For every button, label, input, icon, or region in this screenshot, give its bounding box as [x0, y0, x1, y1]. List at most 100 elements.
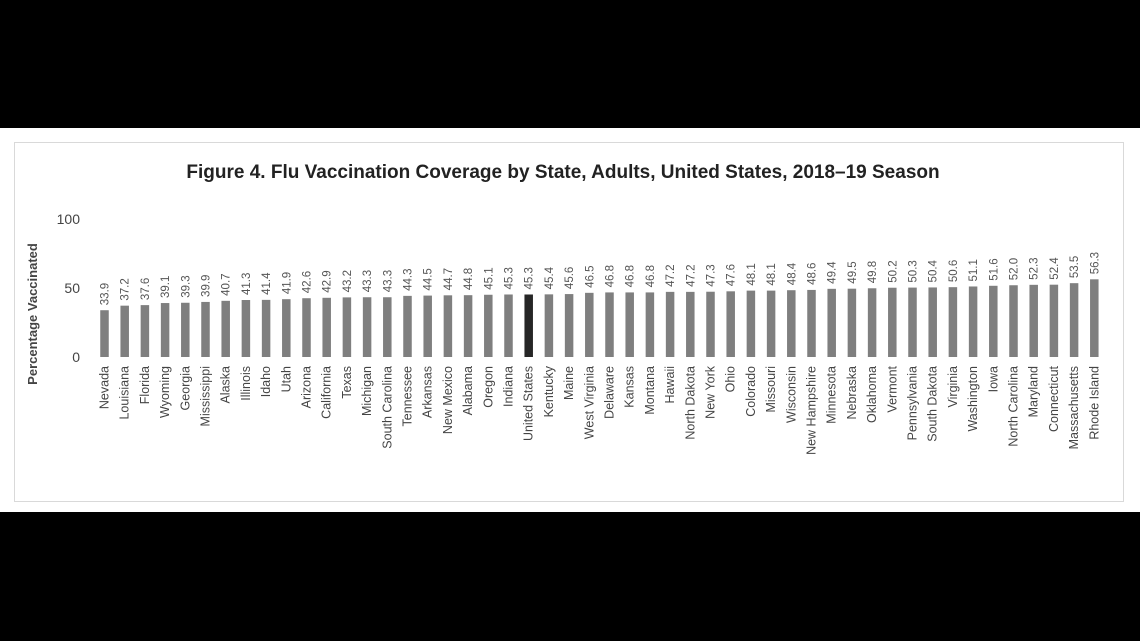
data-label: 41.9 — [281, 272, 293, 294]
data-label: 41.4 — [261, 272, 273, 295]
data-label: 39.3 — [180, 275, 192, 297]
data-label: 50.2 — [887, 260, 899, 282]
x-tick-label: Oregon — [481, 366, 495, 408]
bar — [524, 294, 533, 357]
bar — [847, 288, 857, 357]
data-label: 39.9 — [201, 275, 213, 297]
data-label: 47.2 — [665, 264, 677, 286]
data-label: 37.2 — [120, 278, 132, 300]
data-label: 44.7 — [443, 268, 455, 290]
data-label: 40.7 — [221, 273, 233, 295]
bar — [120, 305, 129, 357]
x-tick-label: South Dakota — [926, 366, 940, 442]
data-label: 43.3 — [382, 270, 394, 292]
x-tick-label: Iowa — [986, 366, 1000, 392]
data-label: 46.8 — [605, 265, 617, 287]
bar — [766, 290, 776, 357]
x-tick-label: Georgia — [178, 366, 192, 411]
bar — [787, 290, 796, 357]
bar — [625, 292, 634, 357]
bar — [443, 295, 453, 357]
x-tick-label: Rhode Island — [1087, 366, 1101, 440]
data-label: 33.9 — [100, 283, 112, 305]
category-labels: Nevada Louisiana Florida Wyoming Georgia Miss… — [98, 365, 1102, 455]
data-label: 43.3 — [362, 270, 374, 292]
data-label: 45.6 — [564, 267, 576, 289]
data-label: 51.1 — [968, 259, 980, 281]
bar — [201, 301, 210, 357]
bar — [403, 295, 412, 357]
x-tick-label: Arkansas — [421, 366, 435, 418]
data-label: 49.8 — [867, 261, 879, 283]
bar — [1049, 284, 1059, 357]
x-tick-label: Oklahoma — [865, 366, 879, 423]
data-label: 47.2 — [685, 264, 697, 286]
x-tick-label: Nebraska — [845, 366, 859, 420]
x-tick-label: New Mexico — [441, 366, 455, 434]
data-label: 49.5 — [847, 261, 859, 283]
x-tick-label: Michigan — [360, 366, 374, 416]
x-tick-label: Colorado — [744, 366, 758, 417]
data-label: 50.3 — [908, 260, 920, 282]
bar — [423, 295, 432, 357]
x-tick-label: Tennessee — [401, 366, 415, 427]
data-label: 44.8 — [463, 268, 475, 290]
x-tick-label: Kansas — [623, 366, 637, 408]
chart-title: Figure 4. Flu Vaccination Coverage by St… — [186, 162, 939, 183]
data-label: 50.4 — [928, 259, 940, 282]
x-tick-label: Missouri — [764, 366, 778, 413]
x-tick-label: Alabama — [461, 366, 475, 415]
bar — [948, 287, 958, 357]
x-tick-label: Vermont — [885, 365, 899, 412]
data-label: 44.5 — [423, 268, 435, 290]
x-tick-label: Nevada — [98, 366, 112, 409]
data-label: 50.6 — [948, 260, 960, 282]
data-label: 47.6 — [726, 264, 738, 286]
y-tick-label: 100 — [57, 211, 81, 227]
x-tick-label: Kentucky — [542, 365, 556, 417]
x-tick-label: Ohio — [724, 366, 738, 392]
data-label: 48.1 — [766, 263, 778, 285]
bar — [1090, 279, 1099, 357]
bar — [221, 300, 230, 357]
x-tick-label: United States — [522, 366, 536, 441]
bar — [100, 310, 109, 357]
x-tick-label: Arizona — [300, 366, 314, 408]
x-tick-label: South Carolina — [380, 366, 394, 449]
bar — [827, 288, 836, 357]
data-label: 52.4 — [1049, 257, 1061, 280]
bar — [665, 291, 675, 357]
bar — [282, 299, 291, 357]
x-tick-label: Pennsylvania — [906, 366, 920, 440]
bar — [544, 294, 554, 357]
x-tick-label: West Virginia — [582, 366, 596, 439]
data-label: 52.0 — [1009, 258, 1021, 280]
data-label: 46.8 — [625, 265, 637, 287]
y-tick-label: 0 — [72, 349, 80, 365]
bar-chart: Figure 4. Flu Vaccination Coverage by St… — [25, 162, 1102, 455]
bar — [867, 288, 877, 357]
x-tick-label: Hawaii — [663, 366, 677, 404]
bar — [585, 292, 594, 357]
data-label: 43.2 — [342, 270, 354, 292]
x-tick-label: Wyoming — [158, 366, 172, 418]
x-tick-label: Illinois — [239, 366, 253, 401]
bar — [181, 302, 190, 357]
y-tick-label: 50 — [64, 280, 80, 296]
x-tick-label: Mississippi — [199, 366, 213, 426]
bar — [968, 286, 978, 357]
x-tick-label: Washington — [966, 366, 980, 432]
bar — [463, 295, 473, 357]
x-tick-label: Maryland — [1027, 366, 1041, 417]
data-label: 39.1 — [160, 276, 172, 298]
x-tick-label: North Carolina — [1007, 366, 1021, 447]
data-label: 46.5 — [584, 265, 596, 287]
bar — [928, 287, 937, 357]
bar — [888, 287, 897, 357]
x-tick-label: California — [320, 366, 334, 419]
bar — [504, 294, 513, 357]
x-tick-label: Wisconsin — [784, 366, 798, 423]
x-tick-label: Idaho — [259, 366, 273, 397]
bar — [342, 297, 352, 357]
data-label: 45.4 — [544, 266, 556, 289]
